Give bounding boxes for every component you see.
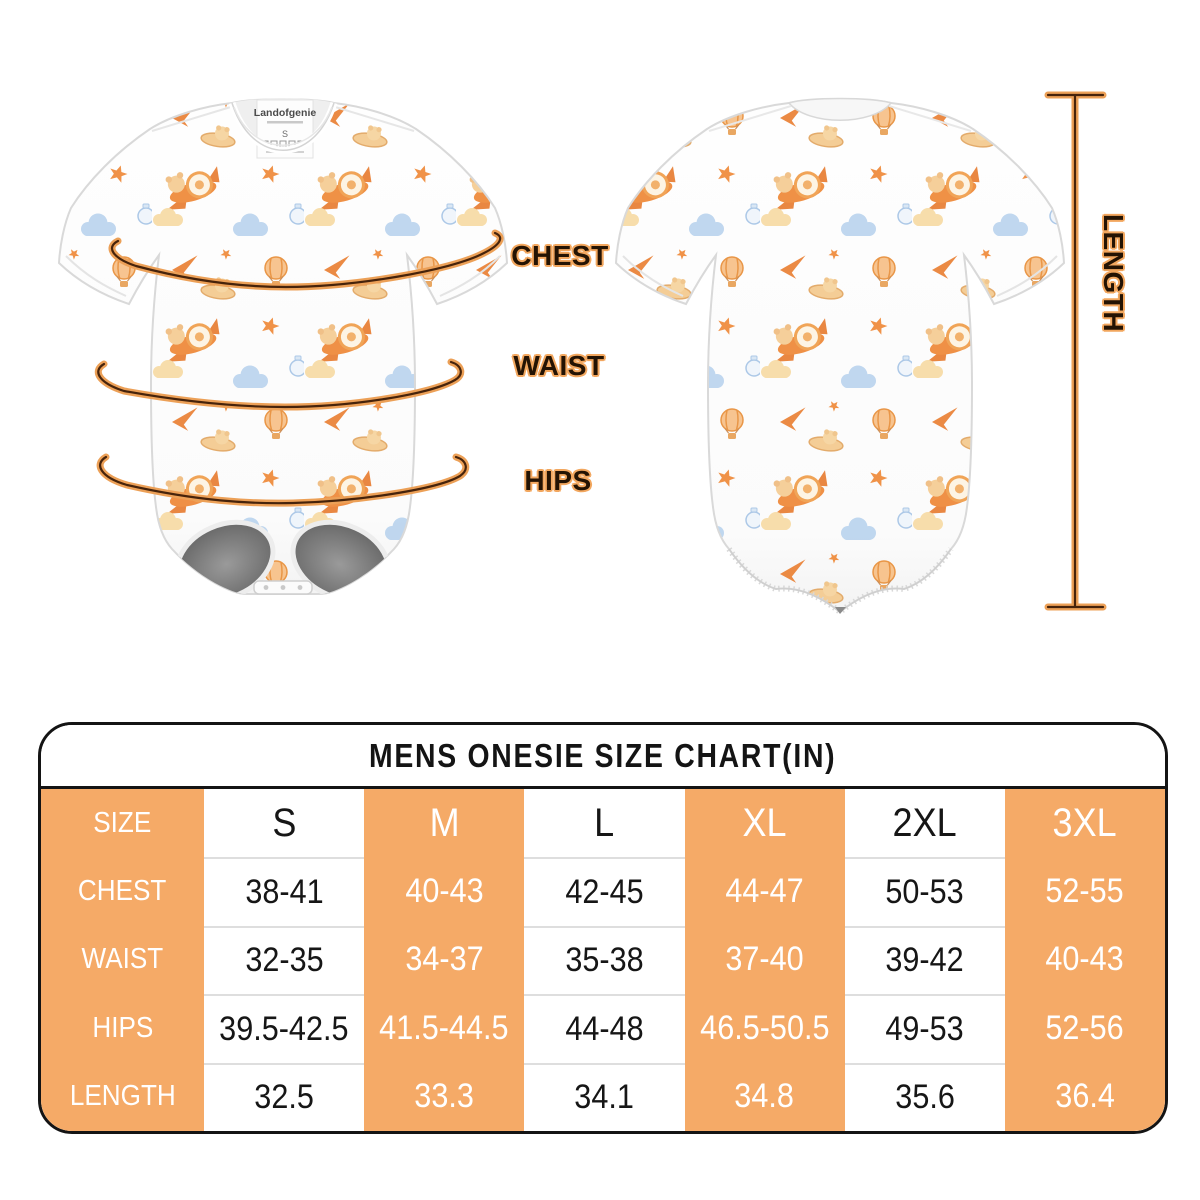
- length-xl: 34.8: [684, 1062, 845, 1131]
- brand-label: Landofgenie: [254, 107, 317, 119]
- waist-3xl: 40-43: [1004, 925, 1165, 995]
- length-l: 34.1: [524, 1062, 685, 1131]
- row-label-length: LENGTH: [41, 1062, 204, 1131]
- row-label-hips: HIPS: [41, 994, 204, 1063]
- waist-label: WAIST: [513, 350, 605, 381]
- collar-band: [228, 101, 338, 154]
- waist-m: 34-37: [364, 925, 525, 995]
- waist-l: 35-38: [524, 925, 685, 995]
- onesie-back: [614, 97, 1066, 616]
- shoulder-seam: [331, 105, 415, 132]
- hips-measure-line: [96, 453, 470, 507]
- chest-xl: 44-47: [684, 857, 845, 926]
- garment-illustration: Landofgenie S: [57, 91, 1107, 616]
- hips-l: 44-48: [524, 994, 685, 1063]
- length-3xl: 36.4: [1004, 1062, 1165, 1131]
- hips-2xl: 49-53: [844, 994, 1005, 1063]
- shoulder-seam: [151, 105, 235, 132]
- table-title: MENS ONESIE SIZE CHART(IN): [41, 725, 1165, 789]
- chest-s: 38-41: [204, 857, 365, 926]
- length-m: 33.3: [364, 1062, 525, 1131]
- hips-s: 39.5-42.5: [204, 994, 365, 1063]
- row-label-waist: WAIST: [41, 925, 204, 995]
- chest-2xl: 50-53: [844, 857, 1005, 926]
- length-s: 32.5: [204, 1062, 365, 1131]
- size-tag: S: [282, 129, 288, 139]
- hips-m: 41.5-44.5: [364, 994, 525, 1063]
- length-measure-line: [1044, 91, 1107, 611]
- size-col-3xl: 3XL: [1004, 789, 1165, 858]
- hips-3xl: 52-56: [1004, 994, 1165, 1063]
- chest-3xl: 52-55: [1004, 857, 1165, 926]
- back-collar-band: [787, 97, 893, 121]
- waist-s: 32-35: [204, 925, 365, 995]
- length-2xl: 35.6: [844, 1062, 1005, 1131]
- size-col-m: M: [364, 789, 525, 858]
- size-chart-table: MENS ONESIE SIZE CHART(IN) SIZE S M L XL…: [38, 722, 1168, 1134]
- chest-measure-line: [108, 229, 504, 291]
- waist-xl: 37-40: [684, 925, 845, 995]
- back-bottom-trim: [726, 547, 954, 616]
- onesie-front: Landofgenie S: [57, 98, 509, 595]
- hips-xl: 46.5-50.5: [684, 994, 845, 1063]
- size-col-2xl: 2XL: [844, 789, 1005, 858]
- snap-strip: [253, 580, 313, 595]
- size-col-l: L: [524, 789, 685, 858]
- row-label-chest: CHEST: [41, 857, 204, 926]
- chest-label: CHEST: [511, 240, 609, 271]
- size-header: SIZE: [41, 789, 204, 858]
- hips-label: HIPS: [524, 465, 592, 496]
- chest-m: 40-43: [364, 857, 525, 926]
- waist-2xl: 39-42: [844, 925, 1005, 995]
- length-label: LENGTH: [1098, 213, 1129, 333]
- measure-arcs: [94, 91, 1107, 611]
- size-col-xl: XL: [684, 789, 845, 858]
- chest-l: 42-45: [524, 857, 685, 926]
- waist-measure-line: [94, 358, 465, 411]
- size-col-s: S: [204, 789, 365, 858]
